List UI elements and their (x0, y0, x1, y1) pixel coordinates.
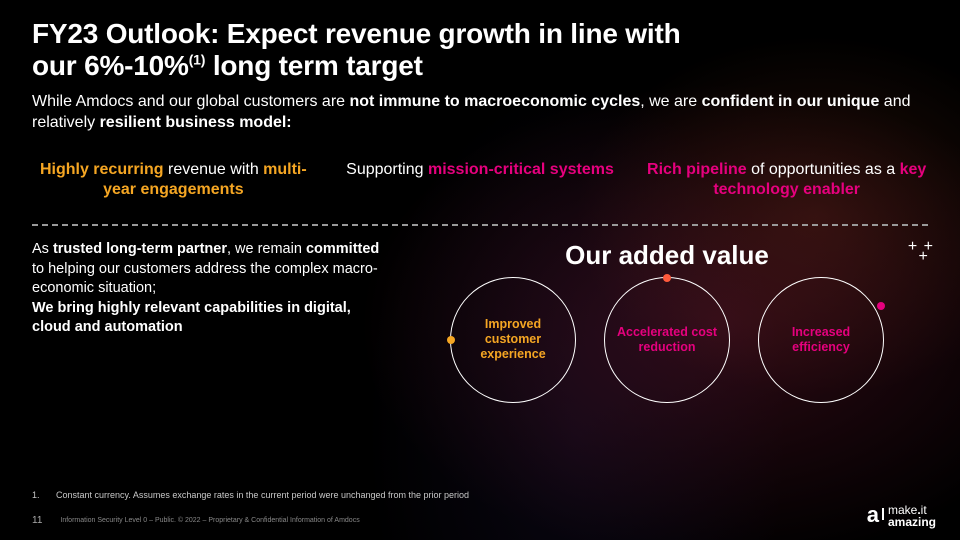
title-line2-pre: our 6%-10% (32, 50, 189, 81)
added-value-panel: Our added value + + + Improved customer … (406, 240, 928, 403)
title-line1: FY23 Outlook: Expect revenue growth in l… (32, 18, 681, 49)
lower-section: As trusted long-term partner, we remain … (32, 240, 928, 403)
dot-icon (877, 302, 885, 310)
subtitle: While Amdocs and our global customers ar… (32, 92, 928, 134)
brand-logo: a make.it amazing (867, 502, 936, 528)
added-value-title: Our added value + + + (406, 240, 928, 271)
title-line2-post: long term target (205, 50, 423, 81)
plus-decor-icon: + + + (908, 242, 934, 261)
dot-icon (663, 274, 671, 282)
pillar-1: Highly recurring revenue with multi-year… (32, 160, 315, 200)
footnote-number: 1. (32, 490, 46, 500)
footnote: 1. Constant currency. Assumes exchange r… (32, 490, 469, 500)
circle-improved-experience: Improved customer experience (450, 277, 576, 403)
brand-tagline: make.it amazing (888, 504, 936, 528)
pillars-row: Highly recurring revenue with multi-year… (32, 160, 928, 200)
value-circles: Improved customer experience Accelerated… (406, 277, 928, 403)
page-number: 11 (32, 515, 42, 526)
footer: 11 Information Security Level 0 – Public… (32, 515, 360, 526)
circle-cost-reduction: Accelerated cost reduction (604, 277, 730, 403)
footer-classification: Information Security Level 0 – Public. ©… (60, 517, 359, 524)
page-title: FY23 Outlook: Expect revenue growth in l… (32, 18, 928, 82)
title-superscript: (1) (189, 52, 206, 68)
footnote-text: Constant currency. Assumes exchange rate… (56, 490, 469, 500)
brand-mark-icon: a (867, 502, 878, 528)
section-divider (32, 224, 928, 226)
lower-left-text: As trusted long-term partner, we remain … (32, 240, 382, 403)
dot-icon (447, 336, 455, 344)
pillar-3: Rich pipeline of opportunities as a key … (645, 160, 928, 200)
pillar-2: Supporting mission-critical systems (339, 160, 622, 200)
circle-efficiency: Increased efficiency (758, 277, 884, 403)
